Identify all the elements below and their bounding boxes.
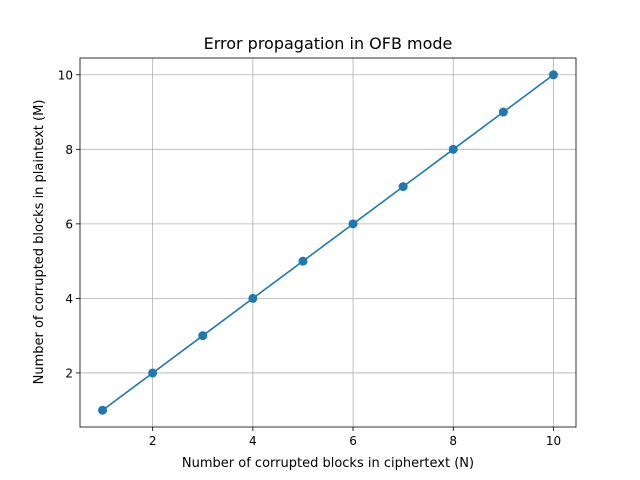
data-point xyxy=(399,182,408,191)
y-tick-label: 10 xyxy=(58,68,73,82)
x-axis-label: Number of corrupted blocks in ciphertext… xyxy=(182,456,474,471)
x-tick-label: 4 xyxy=(249,434,257,448)
y-tick-label: 2 xyxy=(65,366,73,380)
data-point xyxy=(148,368,157,377)
y-tick-label: 4 xyxy=(65,292,73,306)
data-point xyxy=(298,257,307,266)
chart-title: Error propagation in OFB mode xyxy=(204,34,453,53)
y-axis-label: Number of corrupted blocks in plaintext … xyxy=(32,100,47,385)
data-point xyxy=(499,108,508,117)
data-point xyxy=(549,70,558,79)
x-tick-label: 6 xyxy=(349,434,357,448)
data-point xyxy=(248,294,257,303)
data-point xyxy=(449,145,458,154)
x-tick-label: 8 xyxy=(449,434,457,448)
y-tick-label: 8 xyxy=(65,143,73,157)
data-point xyxy=(198,331,207,340)
x-tick-label: 10 xyxy=(546,434,561,448)
data-point xyxy=(349,219,358,228)
x-tick-label: 2 xyxy=(149,434,157,448)
data-point xyxy=(98,406,107,415)
y-tick-label: 6 xyxy=(65,217,73,231)
